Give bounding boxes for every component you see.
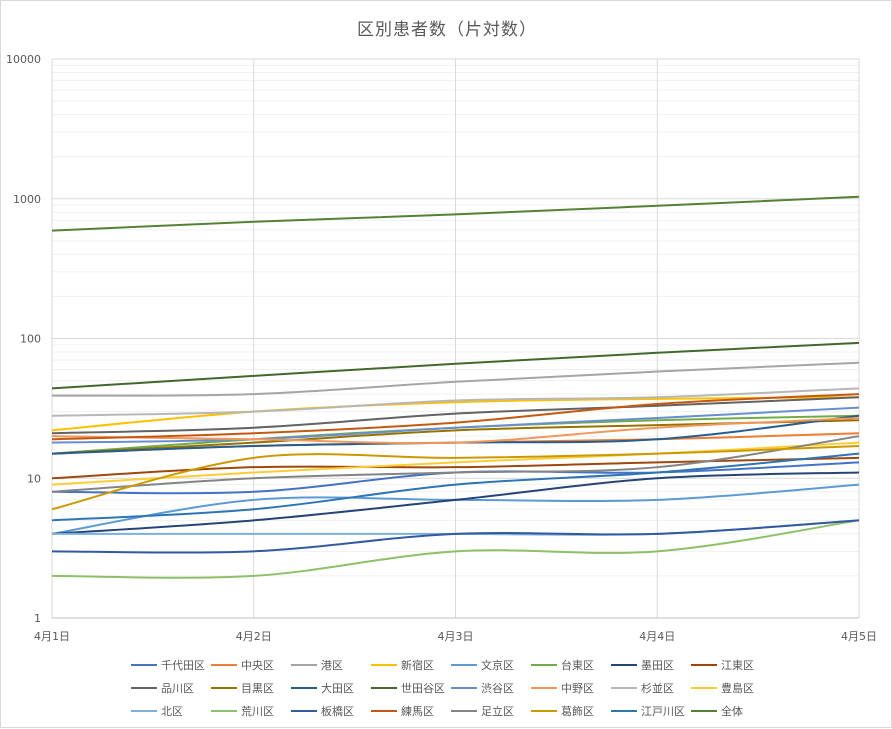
series-line (51, 396, 860, 432)
series-line (51, 396, 860, 435)
series-line (51, 445, 860, 511)
x-tick-label: 4月2日 (236, 630, 272, 643)
series-line (51, 519, 860, 554)
legend-label: 全体 (721, 704, 743, 718)
series-line (51, 456, 860, 480)
legend-label: 台東区 (561, 658, 594, 672)
legend-label: 中野区 (561, 682, 594, 695)
series-line (51, 452, 860, 522)
legend-label: 文京区 (481, 658, 514, 672)
series-line (51, 416, 860, 445)
legend-label: 渋谷区 (481, 682, 514, 695)
x-tick-label: 4月5日 (841, 630, 877, 643)
chart-title: 区別患者数（片対数） (357, 20, 537, 40)
legend-label: 品川区 (161, 682, 194, 695)
series-line (51, 341, 860, 390)
legend-label: 江戸川区 (641, 705, 685, 718)
legend-label: 荒川区 (241, 705, 274, 718)
legend-label: 豊島区 (721, 681, 754, 695)
y-tick-label: 1 (34, 612, 41, 625)
x-tick-label: 4月3日 (438, 630, 474, 643)
legend-label: 足立区 (481, 704, 514, 718)
series-line (51, 519, 860, 579)
legend-label: 千代田区 (161, 659, 205, 672)
series-line (51, 195, 860, 232)
series-line (51, 471, 860, 535)
series-line (51, 435, 860, 493)
x-tick-label: 4月1日 (34, 630, 70, 643)
legend-label: 世田谷区 (401, 682, 445, 695)
legend-label: 江東区 (721, 659, 754, 672)
legend-label: 大田区 (321, 681, 354, 695)
legend-label: 港区 (321, 659, 343, 672)
series-line (51, 406, 860, 444)
series-line (51, 387, 860, 417)
legend-label: 葛飾区 (561, 705, 594, 718)
y-tick-label: 10 (27, 472, 41, 485)
legend-label: 板橋区 (321, 704, 354, 718)
series-layer (51, 195, 860, 579)
y-tick-label: 100 (20, 333, 41, 346)
legend-label: 北区 (161, 705, 183, 718)
y-tick-label: 10000 (6, 53, 41, 66)
legend-label: 墨田区 (641, 659, 674, 672)
axis-layer: 1 10 100 1000 10000 4月1日 4月2日 4月3日 4月4日 4月5日 (6, 53, 877, 643)
series-line (51, 361, 860, 397)
series-line (51, 393, 860, 441)
legend-label: 目黒区 (241, 682, 274, 695)
y-tick-label: 1000 (13, 193, 41, 206)
legend-label: 新宿区 (401, 658, 434, 672)
legend-label: 杉並区 (641, 681, 674, 695)
x-tick-label: 4月4日 (639, 630, 675, 643)
legend-label: 練馬区 (401, 704, 434, 718)
legend-label: 中央区 (241, 659, 274, 672)
series-line (51, 441, 860, 486)
